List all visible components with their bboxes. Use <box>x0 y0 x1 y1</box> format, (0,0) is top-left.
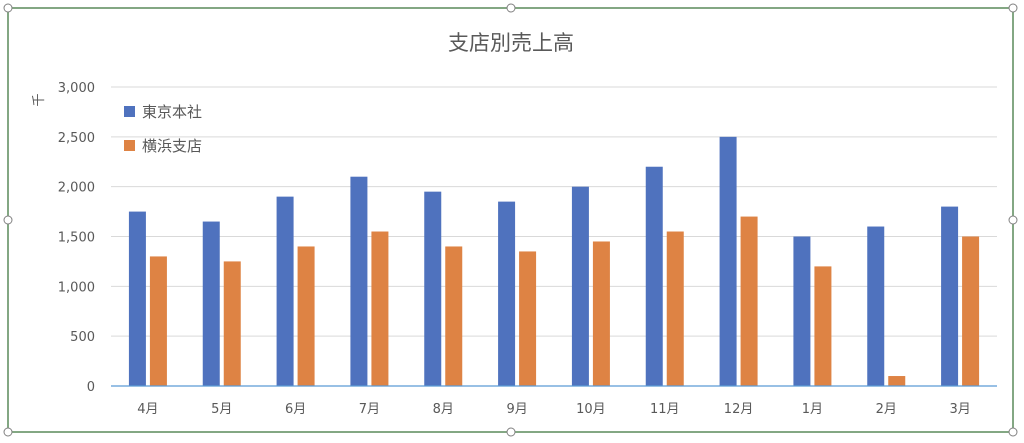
bar-yokohama[interactable] <box>223 261 241 386</box>
y-tick-label: 3,000 <box>58 81 95 96</box>
legend-swatch-tokyo <box>124 106 135 117</box>
bar-tokyo[interactable] <box>941 206 959 386</box>
bar-yokohama[interactable] <box>297 246 315 386</box>
bar-tokyo[interactable] <box>571 186 589 386</box>
bar-tokyo[interactable] <box>793 236 811 387</box>
handle-top-center[interactable] <box>506 3 516 13</box>
y-tick-label: 1,500 <box>58 231 95 246</box>
bar-yokohama[interactable] <box>445 246 463 386</box>
selection-handles[interactable] <box>3 3 1018 437</box>
bar-tokyo[interactable] <box>424 191 442 386</box>
x-tick-label: 1月 <box>802 402 823 417</box>
handle-bottom-right[interactable] <box>1008 427 1018 437</box>
bar-tokyo[interactable] <box>128 211 146 386</box>
x-axis-ticks: 4月 5月 6月 7月 8月 9月 10月 11月 12月 1月 2月 3月 <box>137 402 970 417</box>
handle-top-right[interactable] <box>1008 3 1018 13</box>
bars <box>128 136 980 387</box>
legend-item-yokohama[interactable]: 横浜支店 <box>124 137 202 155</box>
y-tick-label: 500 <box>70 330 95 345</box>
x-tick-label: 6月 <box>285 402 306 417</box>
handle-bottom-left[interactable] <box>3 427 13 437</box>
handle-top-left[interactable] <box>3 3 13 13</box>
y-tick-label: 1,000 <box>58 280 95 295</box>
bar-yokohama[interactable] <box>888 376 906 386</box>
bar-yokohama[interactable] <box>371 231 389 386</box>
legend-label-tokyo: 東京本社 <box>142 103 202 121</box>
legend-label-yokohama: 横浜支店 <box>142 137 202 155</box>
bar-tokyo[interactable] <box>202 221 220 386</box>
handle-middle-right[interactable] <box>1008 215 1018 225</box>
bar-tokyo[interactable] <box>719 136 737 386</box>
gridlines <box>111 86 997 337</box>
chart-title: 支店別売上高 <box>448 31 574 55</box>
bar-yokohama[interactable] <box>592 241 610 386</box>
bar-yokohama[interactable] <box>519 251 537 386</box>
legend[interactable]: 東京本社 横浜支店 <box>124 103 202 155</box>
x-tick-label: 4月 <box>137 402 158 417</box>
y-tick-label: 2,000 <box>58 181 95 196</box>
y-tick-label: 2,500 <box>58 131 95 146</box>
x-tick-label: 10月 <box>576 402 606 417</box>
bar-yokohama[interactable] <box>962 236 980 387</box>
legend-item-tokyo[interactable]: 東京本社 <box>124 103 202 121</box>
x-tick-label: 9月 <box>506 402 527 417</box>
x-tick-label: 11月 <box>650 402 680 417</box>
x-tick-label: 8月 <box>433 402 454 417</box>
handle-middle-left[interactable] <box>3 215 13 225</box>
bar-tokyo[interactable] <box>867 226 885 386</box>
y-tick-label: 0 <box>87 380 95 395</box>
bar-tokyo[interactable] <box>498 201 516 386</box>
y-axis-ticks: 0 500 1,000 1,500 2,000 2,500 3,000 <box>58 81 95 395</box>
x-tick-label: 2月 <box>876 402 897 417</box>
legend-swatch-yokohama <box>124 140 135 151</box>
x-tick-label: 5月 <box>211 402 232 417</box>
x-tick-label: 7月 <box>359 402 380 417</box>
handle-bottom-center[interactable] <box>506 427 516 437</box>
bar-yokohama[interactable] <box>740 216 758 386</box>
y-axis-label: 千 <box>32 93 47 106</box>
bar-tokyo[interactable] <box>276 196 294 386</box>
bar-yokohama[interactable] <box>666 231 684 386</box>
bar-yokohama[interactable] <box>149 256 167 386</box>
bar-tokyo[interactable] <box>645 166 663 386</box>
x-tick-label: 12月 <box>724 402 754 417</box>
bar-tokyo[interactable] <box>350 176 368 386</box>
x-tick-label: 3月 <box>949 402 970 417</box>
bar-yokohama[interactable] <box>814 266 832 386</box>
